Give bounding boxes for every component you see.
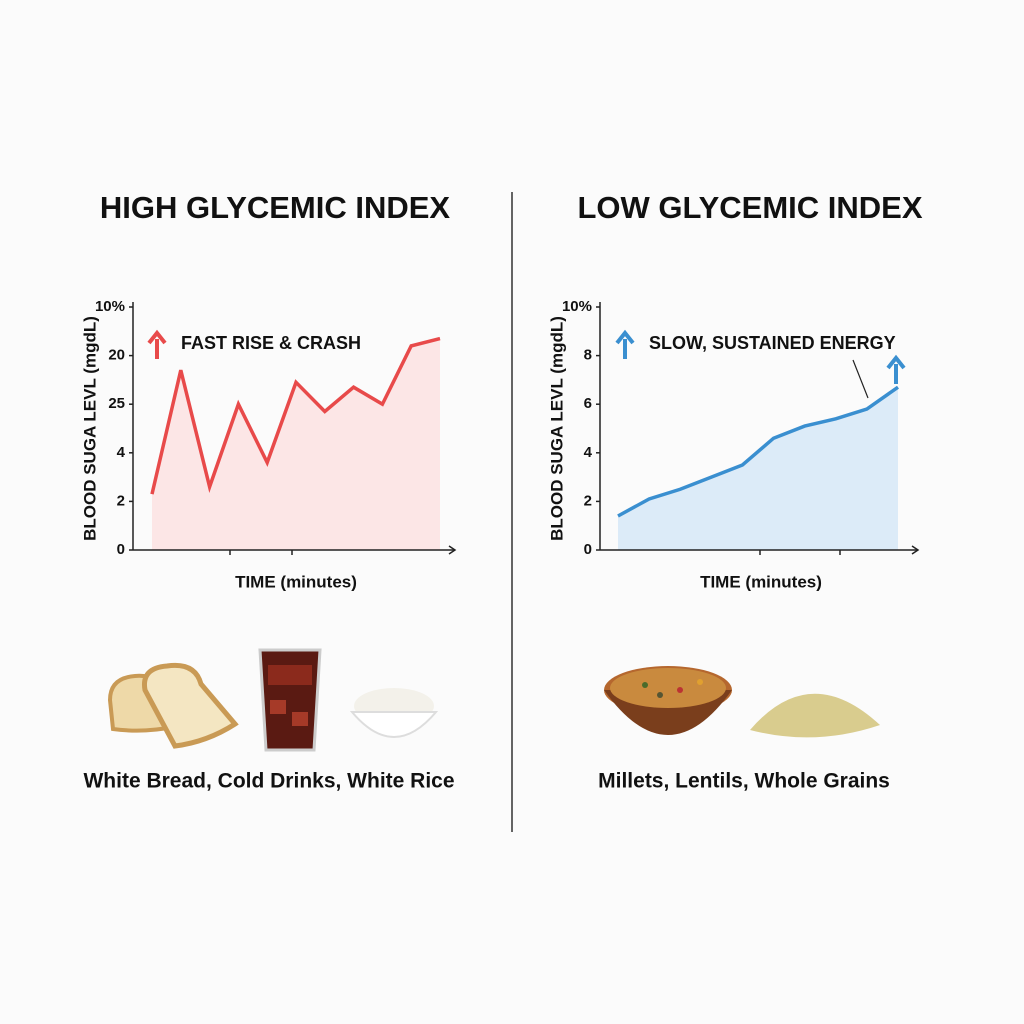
annotation-pointer: [852, 359, 869, 399]
lentils-illustration: [604, 666, 732, 735]
area: [152, 338, 440, 550]
y-tick-label: 0: [584, 541, 592, 558]
line: [617, 385, 900, 518]
y-tick-label: 8: [584, 347, 592, 364]
y-tick-label: 25: [108, 395, 125, 412]
grains-illustration: [750, 693, 880, 738]
caption: Millets, Lentils, Whole Grains: [598, 770, 890, 793]
y-tick-label: 20: [108, 347, 125, 364]
caption: White Bread, Cold Drinks, White Rice: [83, 770, 454, 793]
x-axis-label: TIME (minutes): [700, 572, 822, 591]
chart-title: HIGH GLYCEMIC INDEX: [100, 190, 451, 225]
rice-illustration: [349, 688, 439, 738]
annotation-arrow: [615, 329, 635, 359]
x-axis-arrow: [911, 545, 920, 555]
y-tick-label: 4: [117, 444, 126, 461]
x-axis-arrow: [448, 545, 457, 555]
y-axis-label: BLOOD SUGA LEVL (mgdL): [547, 316, 566, 541]
y-axis-label: BLOOD SUGA LEVL (mgdL): [80, 316, 99, 541]
annotation: SLOW, SUSTAINED ENERGY: [649, 333, 896, 353]
line: [150, 336, 441, 495]
y-tick-label: 6: [584, 395, 592, 412]
drink-illustration: [258, 648, 322, 752]
y-tick-label: 0: [117, 541, 125, 558]
y-tick-label: 2: [117, 492, 125, 509]
y-tick-label: 10%: [95, 298, 125, 315]
area: [618, 387, 898, 550]
bread-illustration: [107, 662, 239, 749]
annotation: FAST RISE & CRASH: [181, 333, 361, 353]
chart-title: LOW GLYCEMIC INDEX: [577, 190, 922, 225]
y-tick-label: 4: [584, 444, 593, 461]
y-tick-label: 10%: [562, 298, 592, 315]
x-axis-label: TIME (minutes): [235, 572, 357, 591]
annotation-arrow: [886, 354, 906, 384]
annotation-arrow: [147, 329, 167, 359]
y-tick-label: 2: [584, 492, 592, 509]
